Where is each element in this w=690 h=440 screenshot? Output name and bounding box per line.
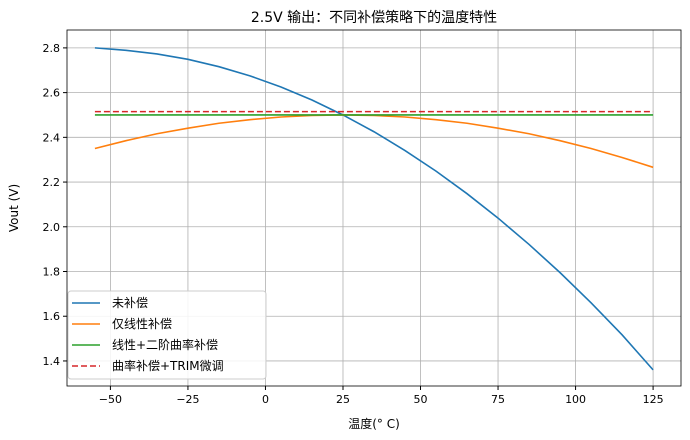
x-tick-label: 125 (643, 393, 664, 406)
chart-title: 2.5V 输出：不同补偿策略下的温度特性 (251, 9, 497, 26)
y-tick-label: 1.8 (43, 266, 61, 279)
y-axis-label: Vout (V) (7, 184, 21, 232)
legend-label: 曲率补偿+TRIM微调 (112, 358, 224, 373)
series-line (94, 47, 654, 371)
x-tick-label: 0 (262, 393, 269, 406)
y-tick-label: 2.6 (43, 87, 61, 100)
y-tick-label: 1.6 (43, 310, 61, 323)
y-tick-label: 2.8 (43, 42, 61, 55)
x-tick-label: −25 (176, 393, 199, 406)
x-axis-label: 温度(° C) (348, 416, 400, 431)
x-tick-label: 100 (565, 393, 586, 406)
plot-frame (66, 29, 682, 387)
legend-label: 线性+二阶曲率补偿 (112, 337, 218, 352)
y-tick-label: 1.4 (43, 355, 61, 368)
x-tick-label: −50 (99, 393, 122, 406)
y-tick-label: 2.2 (43, 176, 61, 189)
y-tick-label: 2.0 (43, 221, 61, 234)
legend-label: 仅线性补偿 (112, 316, 172, 331)
legend-label: 未补偿 (112, 295, 148, 310)
legend-box (67, 290, 267, 380)
y-tick-label: 2.4 (43, 131, 61, 144)
series-line (94, 114, 654, 169)
x-tick-label: 75 (491, 393, 505, 406)
x-tick-label: 25 (336, 393, 350, 406)
x-tick-label: 50 (414, 393, 428, 406)
